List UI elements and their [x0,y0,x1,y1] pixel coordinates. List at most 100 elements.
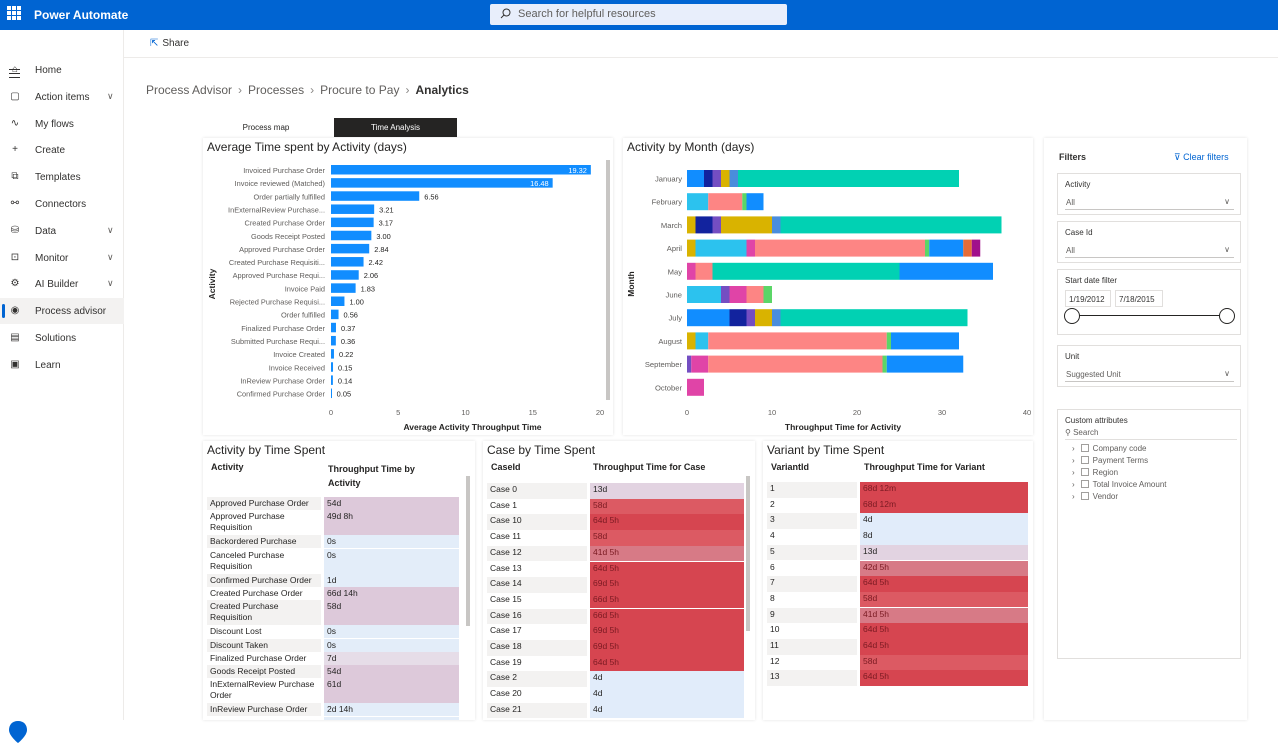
clear-filters-button[interactable]: ⊽ Clear filters [1174,152,1229,163]
stacked-bar-segment[interactable] [746,193,764,211]
bar[interactable] [331,375,333,385]
stacked-bar-segment[interactable] [687,332,696,350]
table-row[interactable]: Case 16 66d 5h [487,608,744,625]
sidebar-item-action-items[interactable]: ▢ Action items ∨ [0,84,124,110]
stacked-bar-segment[interactable] [763,286,773,303]
stacked-bar-segment[interactable] [712,216,722,234]
stacked-bar-segment[interactable] [695,239,747,257]
stacked-bar-segment[interactable] [886,332,891,350]
stacked-bar-segment[interactable] [687,193,709,211]
stacked-bar-segment[interactable] [729,309,747,327]
stacked-bar-segment[interactable] [882,355,887,373]
table-row[interactable]: Discount Taken 0s [207,638,459,652]
table-row[interactable]: 6 42d 5h [767,560,1028,576]
stacked-bar-segment[interactable] [746,286,764,303]
table-row[interactable]: Case 10 64d 5h [487,514,744,530]
stacked-bar-segment[interactable] [695,332,709,350]
custom-attribute-item[interactable]: › Total Invoice Amount [1072,480,1167,489]
breadcrumb-processes[interactable]: Processes [248,83,305,97]
stacked-bar-segment[interactable] [886,355,964,373]
table-row[interactable]: Approved Purchase Order 54d [207,497,459,510]
search-input[interactable]: Search for helpful resources [490,4,787,25]
activity-table-scrollbar[interactable] [466,476,470,626]
stacked-bar-segment[interactable] [963,239,972,257]
stacked-bar-segment[interactable] [929,239,964,257]
bar[interactable] [331,309,339,320]
stacked-bar-segment[interactable] [721,286,730,303]
bar[interactable] [331,243,370,254]
bar[interactable] [331,335,336,346]
table-row[interactable]: Case 18 69d 5h [487,640,744,656]
stacked-bar-segment[interactable] [971,239,981,257]
date-slider-start-handle[interactable] [1064,308,1080,324]
table-row[interactable]: Case 21 4d [487,702,744,719]
sidebar-item-templates[interactable]: ⧉ Templates [0,164,124,190]
breadcrumb-process-advisor[interactable]: Process Advisor [146,83,233,97]
stacked-bar-segment[interactable] [708,355,883,373]
sidebar-item-create[interactable]: + Create [0,137,124,163]
table-row[interactable]: Created Purchase Requisition 58d [207,600,459,626]
case-throughput-col-header[interactable]: Throughput Time for Case [593,462,706,472]
stacked-bar-segment[interactable] [687,355,692,373]
end-date-input[interactable]: 7/18/2015 [1115,290,1163,307]
bar[interactable] [331,217,374,228]
table-row[interactable]: Created Purchase Order 66d 14h [207,587,459,600]
checkbox[interactable] [1080,444,1089,452]
stacked-bar-segment[interactable] [755,309,772,327]
caseid-filter-dropdown[interactable]: All ∨ [1065,242,1234,258]
sidebar-item-data[interactable]: ⛁ Data ∨ [0,218,124,244]
custom-attribute-item[interactable]: › Payment Terms [1072,456,1148,465]
stacked-bar-segment[interactable] [755,239,925,257]
activity-col-header[interactable]: Activity [211,462,244,472]
stacked-bar-segment[interactable] [691,355,709,373]
stacked-bar-segment[interactable] [738,170,959,187]
bar[interactable] [331,362,334,372]
table-row[interactable]: 11 64d 5h [767,639,1028,655]
table-row[interactable]: Case 11 58d [487,530,744,546]
stacked-bar-segment[interactable] [729,170,739,187]
stacked-bar-segment[interactable] [891,332,959,350]
table-row[interactable]: InExternalReview Purchase Order 61d [207,678,459,704]
table-row[interactable]: 1 68d 12m [767,482,1028,498]
sidebar-item-solutions[interactable]: ▤ Solutions [0,325,124,351]
bar[interactable] [331,283,356,293]
stacked-bar-segment[interactable] [899,262,994,280]
table-row[interactable]: Case 12 41d 5h [487,545,744,562]
share-button[interactable]: ⇱ Share [150,38,189,49]
table-row[interactable]: Case 2 4d [487,671,744,687]
table-row[interactable]: 7 64d 5h [767,576,1028,592]
stacked-bar-segment[interactable] [772,309,781,327]
stacked-bar-segment[interactable] [708,193,743,211]
table-row[interactable]: Case 1 58d [487,498,744,515]
bar[interactable] [331,230,372,241]
table-row[interactable]: 4 8d [767,529,1028,545]
tab-time-analysis[interactable]: Time Analysis [334,118,457,137]
table-row[interactable]: 13 64d 5h [767,670,1028,686]
stacked-bar-segment[interactable] [687,378,704,396]
stacked-bar-segment[interactable] [695,216,713,234]
custom-attributes-search[interactable]: ⚲ Search [1065,428,1237,440]
stacked-bar-segment[interactable] [729,286,747,303]
stacked-bar-segment[interactable] [687,309,730,327]
stacked-bar-segment[interactable] [687,216,696,234]
sidebar-item-process-advisor[interactable]: ◉ Process advisor [0,298,124,325]
table-row[interactable]: Case 20 4d [487,687,744,703]
stacked-bar-segment[interactable] [746,309,756,327]
sidebar-item-my-flows[interactable]: ∿ My flows [0,111,124,137]
table-row[interactable]: 10 64d 5h [767,623,1028,639]
bar[interactable] [331,349,334,359]
chart-scrollbar[interactable] [606,160,610,400]
sidebar-item-learn[interactable]: ▣ Learn [0,352,124,378]
throughput-col-header[interactable]: Throughput Time by Activity [328,464,415,488]
checkbox[interactable] [1080,492,1089,500]
sidebar-item-connectors[interactable]: ⚯ Connectors [0,191,124,217]
bar[interactable] [331,257,364,267]
stacked-bar-segment[interactable] [712,262,900,280]
stacked-bar-segment[interactable] [746,239,756,257]
table-row[interactable]: Case 0 13d [487,483,744,499]
table-row[interactable]: InReview Purchase Order 2d 14h [207,703,459,717]
start-date-input[interactable]: 1/19/2012 [1065,290,1111,307]
stacked-bar-segment[interactable] [687,262,696,280]
table-row[interactable]: Backordered Purchase Order0s [207,535,459,549]
stacked-bar-segment[interactable] [742,193,747,211]
